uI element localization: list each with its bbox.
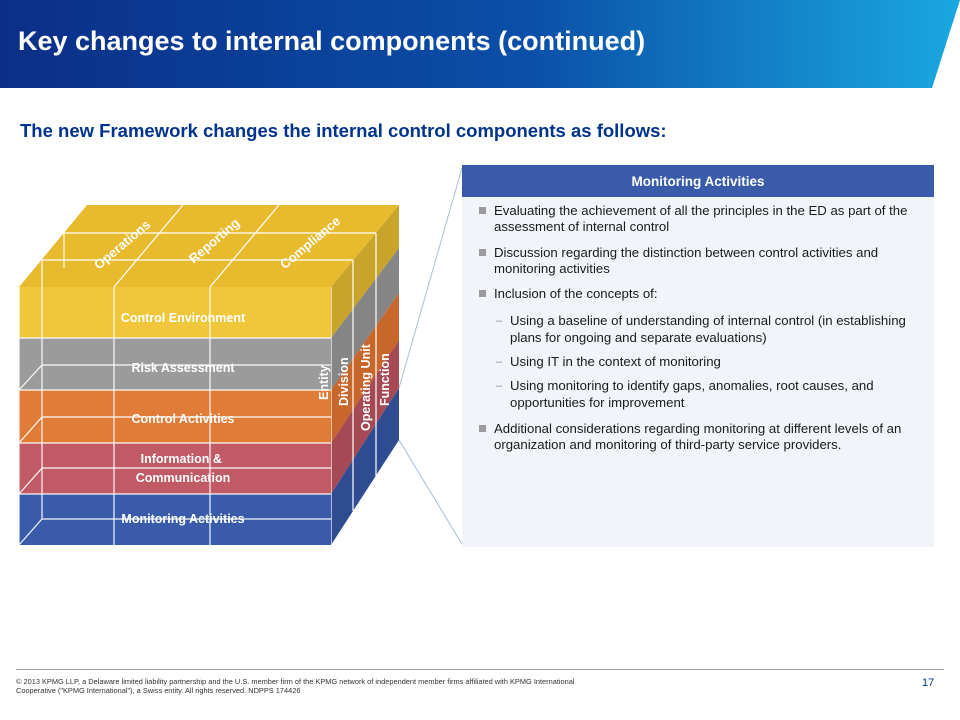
- sub-bullet-text: Using IT in the context of monitoring: [510, 354, 721, 370]
- bullet-item: Evaluating the achievement of all the pr…: [470, 203, 918, 236]
- bullet-square-icon: [479, 207, 486, 214]
- cube-label-control-activities: Control Activities: [131, 412, 234, 426]
- sub-bullet-item: – Using a baseline of understanding of i…: [470, 313, 918, 346]
- page-number: 17: [922, 677, 935, 689]
- sub-bullet-item: – Using monitoring to identify gaps, ano…: [470, 378, 918, 411]
- cube-label-risk-assessment: Risk Assessment: [131, 361, 235, 375]
- coso-cube-diagram: Operations Reporting Compliance Control …: [18, 204, 399, 546]
- cube-side-control-environment: [331, 205, 399, 338]
- page-title: Key changes to internal components (cont…: [18, 26, 646, 56]
- monitoring-activities-panel: Monitoring Activities Evaluating the ach…: [462, 165, 934, 547]
- cube-structure-function: Function: [378, 353, 392, 406]
- cube-row-risk-assessment: [19, 338, 331, 390]
- bullet-text: Additional considerations regarding moni…: [494, 420, 902, 453]
- cube-side-information-communication: [331, 340, 399, 494]
- header-background: [0, 0, 960, 88]
- bullet-item: Inclusion of the concepts of:: [470, 286, 918, 302]
- bullet-item: Discussion regarding the distinction bet…: [470, 245, 918, 278]
- footer-divider: [16, 669, 944, 670]
- panel-body: Evaluating the achievement of all the pr…: [462, 197, 934, 454]
- cube-label-monitoring-activities: Monitoring Activities: [121, 512, 244, 526]
- dash-icon: –: [496, 380, 503, 393]
- bullet-square-icon: [479, 248, 486, 256]
- panel-header: Monitoring Activities: [462, 165, 934, 197]
- bullet-square-icon: [479, 290, 486, 298]
- footer-copyright: © 2013 KPMG LLP, a Delaware limited liab…: [16, 677, 575, 696]
- cube-structure-division: Division: [337, 357, 351, 406]
- sub-bullet-text: Using a baseline of understanding of int…: [510, 313, 906, 345]
- sub-bullet-text: Using monitoring to identify gaps, anoma…: [510, 378, 874, 410]
- bullet-text: Discussion regarding the distinction bet…: [494, 244, 879, 276]
- bullet-square-icon: [479, 424, 486, 432]
- cube-side-risk-assessment: [331, 248, 399, 390]
- cube-side-monitoring-activities: [331, 388, 399, 545]
- cube-row-control-environment: [19, 287, 331, 338]
- bullet-text: Evaluating the achievement of all the pr…: [494, 203, 908, 235]
- dash-icon: –: [496, 315, 503, 328]
- dash-icon: –: [496, 356, 503, 369]
- cube-label-information-communication: Information & Communication: [136, 452, 230, 485]
- bullet-item: Additional considerations regarding moni…: [470, 421, 918, 454]
- section-subtitle: The new Framework changes the internal c…: [20, 120, 667, 141]
- bullet-text: Inclusion of the concepts of:: [494, 286, 658, 302]
- sub-bullet-item: – Using IT in the context of monitoring: [470, 354, 918, 370]
- header-banner: Key changes to internal components (cont…: [0, 0, 960, 88]
- cube-side-control-activities: [331, 293, 399, 443]
- cube-top-face: [19, 205, 399, 287]
- cube-structure-operating-unit: Operating Unit: [359, 343, 373, 431]
- cube-structure-entity: Entity: [317, 365, 331, 400]
- cube-label-control-environment: Control Environment: [121, 311, 246, 325]
